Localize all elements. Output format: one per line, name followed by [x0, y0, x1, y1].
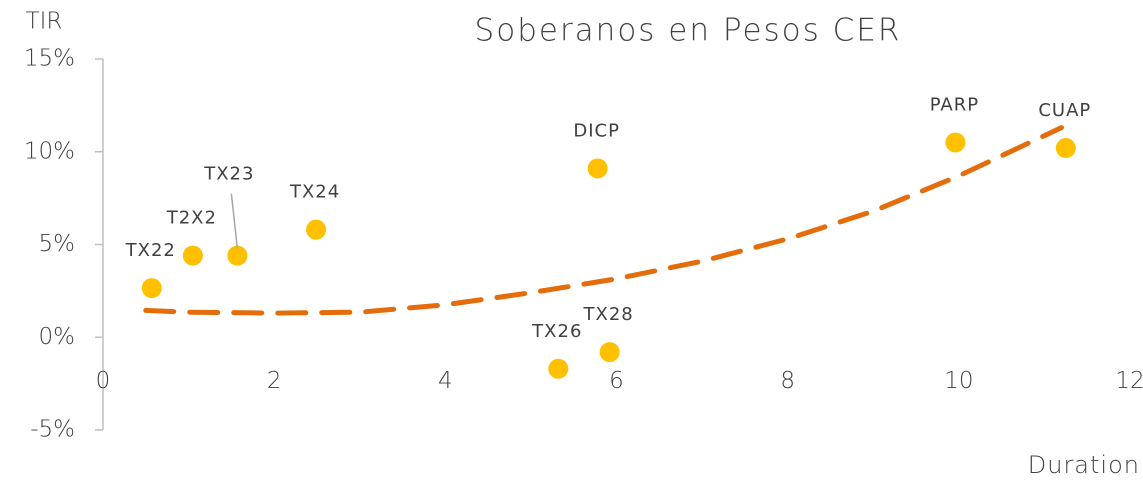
point-label: DICP — [573, 120, 620, 141]
point-label: TX22 — [125, 240, 176, 261]
point-label: TX24 — [289, 182, 340, 203]
y-tick-label: 15% — [24, 46, 75, 72]
y-tick-label: 10% — [24, 138, 75, 164]
trendline — [143, 125, 1064, 316]
y-tick-label: -5% — [30, 417, 75, 443]
x-tick-label: 8 — [780, 368, 795, 394]
x-tick-label: 12 — [1115, 368, 1143, 394]
data-point — [599, 342, 620, 363]
chart-title: Soberanos en Pesos CER — [475, 13, 902, 49]
data-point — [587, 158, 608, 179]
point-label: T2X2 — [166, 208, 217, 229]
x-axis-label: Duration — [1028, 451, 1140, 479]
data-point — [182, 245, 203, 266]
x-tick-label: 4 — [438, 368, 453, 394]
data-point — [227, 245, 248, 266]
leader-line — [230, 193, 239, 249]
x-tick-label: 6 — [609, 368, 624, 394]
point-label: TX23 — [203, 164, 254, 185]
data-point — [1055, 138, 1076, 159]
data-point — [945, 132, 966, 153]
point-label: TX26 — [531, 321, 582, 342]
y-tick-label: 0% — [39, 324, 76, 350]
data-point — [141, 278, 162, 299]
point-label: PARP — [930, 94, 979, 115]
x-tick-label: 10 — [944, 368, 973, 394]
y-tick-label: 5% — [39, 231, 76, 257]
data-point — [548, 358, 569, 379]
point-label: TX28 — [583, 304, 634, 325]
y-axis-label: TIR — [26, 9, 63, 35]
x-tick-label: 2 — [267, 368, 282, 394]
point-label: CUAP — [1038, 100, 1091, 121]
x-tick-label: 0 — [96, 368, 111, 394]
data-point — [306, 219, 327, 240]
